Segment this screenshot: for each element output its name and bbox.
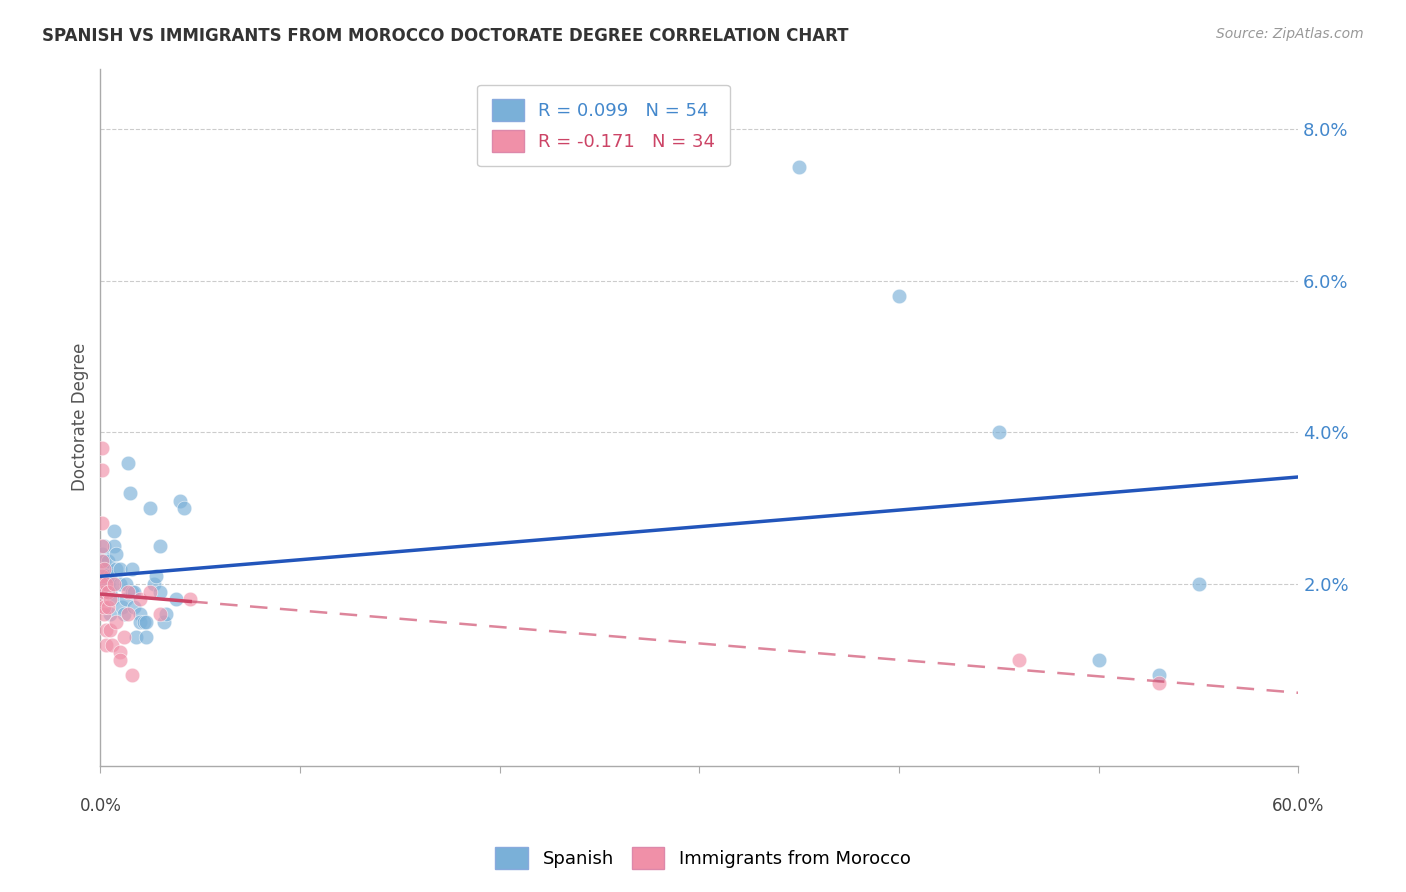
Point [96,584,118,599]
Point [887,289,910,303]
Point [129,615,152,629]
Point [125,630,148,644]
Point [91,547,114,561]
Point [93,562,115,576]
Point [117,607,139,622]
Point [98,607,121,622]
Point [103,524,125,538]
Point [173,501,195,516]
Point [91,554,114,568]
Point [124,584,146,599]
Point [120,486,142,500]
Point [117,584,139,599]
Point [105,615,128,629]
Point [110,562,132,576]
Point [97,577,120,591]
Point [149,607,172,622]
Point [91,562,114,576]
Legend: R = 0.099   N = 54, R = -0.171   N = 34: R = 0.099 N = 54, R = -0.171 N = 34 [477,85,730,167]
Point [91,592,114,607]
Point [96,638,118,652]
Point [97,584,120,599]
Y-axis label: Doctorate Degree: Doctorate Degree [72,343,89,491]
Point [124,599,146,614]
Point [96,577,118,591]
Point [96,569,118,583]
Point [93,554,115,568]
Point [96,623,118,637]
Point [987,425,1010,440]
Point [1147,675,1170,690]
Point [143,577,166,591]
Point [105,562,128,576]
Point [110,653,132,667]
Point [91,577,114,591]
Point [91,516,114,531]
Point [117,456,139,470]
Point [1087,653,1109,667]
Point [121,584,143,599]
Point [96,562,118,576]
Point [91,577,114,591]
Point [105,547,128,561]
Point [169,493,191,508]
Point [129,592,152,607]
Point [139,584,162,599]
Point [97,554,120,568]
Point [145,569,167,583]
Point [115,577,138,591]
Point [91,569,114,583]
Point [101,638,124,652]
Text: SPANISH VS IMMIGRANTS FROM MOROCCO DOCTORATE DEGREE CORRELATION CHART: SPANISH VS IMMIGRANTS FROM MOROCCO DOCTO… [42,27,849,45]
Point [97,599,120,614]
Point [98,592,121,607]
Point [1008,653,1031,667]
Point [93,577,115,591]
Point [103,539,125,553]
Point [179,592,201,607]
Text: Source: ZipAtlas.com: Source: ZipAtlas.com [1216,27,1364,41]
Point [91,584,114,599]
Point [93,539,115,553]
Point [129,607,152,622]
Point [110,645,132,659]
Point [121,668,143,682]
Point [98,584,121,599]
Point [91,463,114,477]
Point [98,623,121,637]
Point [93,584,115,599]
Point [93,607,115,622]
Point [115,592,138,607]
Point [111,599,134,614]
Point [135,630,157,644]
Point [93,599,115,614]
Point [110,577,132,591]
Point [153,615,176,629]
Point [135,615,157,629]
Point [149,584,172,599]
Point [98,569,121,583]
Point [91,441,114,455]
Point [155,607,177,622]
Legend: Spanish, Immigrants from Morocco: Spanish, Immigrants from Morocco [486,838,920,879]
Text: 0.0%: 0.0% [79,797,121,814]
Point [112,607,135,622]
Point [101,592,124,607]
Point [103,577,125,591]
Point [165,592,187,607]
Point [112,630,135,644]
Point [1187,577,1209,591]
Point [1147,668,1170,682]
Point [121,562,143,576]
Point [149,539,172,553]
Point [139,501,162,516]
Text: 60.0%: 60.0% [1272,797,1324,814]
Point [787,160,810,174]
Point [134,615,156,629]
Point [91,539,114,553]
